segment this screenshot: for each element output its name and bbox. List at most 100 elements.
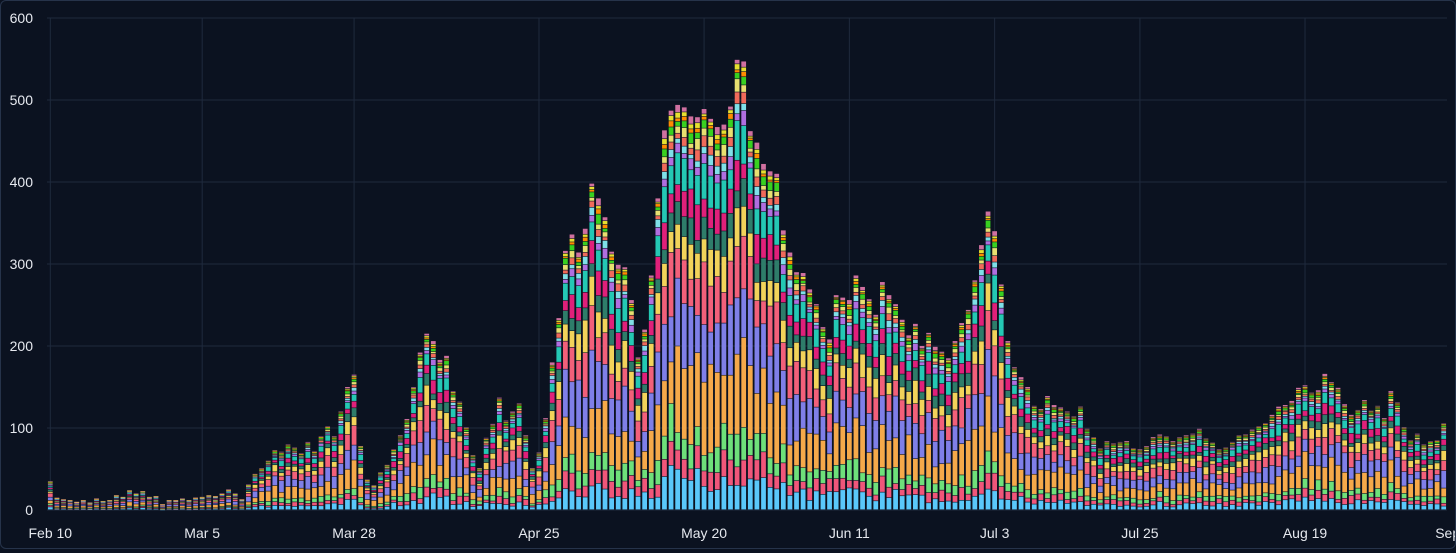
bar-segment: [1329, 386, 1334, 388]
bar-segment: [345, 490, 350, 494]
bar-segment: [1038, 422, 1043, 430]
bar: [134, 494, 139, 510]
bar-segment: [715, 490, 720, 509]
bar-segment: [715, 140, 720, 144]
bar-segment: [556, 347, 561, 362]
bar: [629, 300, 634, 509]
bar-segment: [946, 368, 951, 371]
bar-segment: [1025, 414, 1030, 422]
bar-segment: [768, 206, 773, 209]
bar-segment: [596, 244, 601, 250]
bar: [655, 198, 660, 509]
bar-segment: [596, 230, 601, 236]
bar-segment: [781, 235, 786, 237]
bar-segment: [1058, 412, 1063, 413]
bar-segment: [880, 355, 885, 376]
bar: [1270, 415, 1275, 510]
bar-segment: [642, 333, 647, 334]
bar-segment: [1230, 450, 1235, 456]
bar-segment: [979, 326, 984, 340]
bar-segment: [583, 271, 588, 292]
bar-segment: [1270, 442, 1275, 447]
bar-segment: [1045, 405, 1050, 407]
bar-segment: [880, 396, 885, 424]
bar-segment: [1303, 452, 1308, 478]
bar-segment: [603, 259, 608, 280]
bar-segment: [1091, 501, 1096, 504]
bar-segment: [946, 441, 951, 463]
bar-segment: [1270, 455, 1275, 465]
bar-segment: [497, 497, 502, 504]
bar-segment: [748, 456, 753, 479]
bar-segment: [755, 264, 760, 282]
bar-segment: [913, 336, 918, 339]
bar-segment: [1019, 382, 1024, 383]
bar-segment: [299, 459, 304, 463]
bar-segment: [1012, 378, 1017, 381]
bar-segment: [873, 330, 878, 334]
bar: [1395, 403, 1400, 510]
bar-segment: [583, 265, 588, 270]
bar-segment: [708, 122, 713, 125]
bar-segment: [1388, 393, 1393, 394]
bar-segment: [1342, 499, 1347, 505]
bar-segment: [662, 157, 667, 163]
bar-segment: [1204, 475, 1209, 480]
bar-segment: [761, 170, 766, 173]
bar-segment: [893, 396, 898, 437]
bar-segment: [649, 473, 654, 488]
bar-segment: [457, 409, 462, 411]
bar-segment: [1263, 450, 1268, 457]
bar-segment: [1204, 448, 1209, 450]
bar-segment: [378, 497, 383, 503]
bar-segment: [642, 356, 647, 373]
bar-segment: [1230, 490, 1235, 495]
bar-segment: [589, 277, 594, 306]
bar-segment: [556, 338, 561, 341]
bar-segment: [1190, 442, 1195, 443]
bar-segment: [589, 241, 594, 263]
bar-segment: [867, 319, 872, 323]
bar: [101, 501, 106, 510]
bar-segment: [167, 505, 172, 506]
bar-segment: [1217, 496, 1222, 498]
bar-segment: [622, 481, 627, 498]
bar: [1045, 396, 1050, 509]
bar-segment: [774, 302, 779, 343]
bar-segment: [583, 353, 588, 397]
bar-segment: [807, 310, 812, 313]
bar-segment: [622, 322, 627, 332]
bar-segment: [1276, 417, 1281, 420]
bar-segment: [385, 475, 390, 477]
bar-segment: [761, 238, 766, 257]
bar-segment: [735, 298, 740, 354]
bar-segment: [424, 338, 429, 339]
bar-segment: [418, 443, 423, 465]
bar-segment: [702, 199, 707, 216]
bar-segment: [325, 468, 330, 481]
bar-segment: [715, 277, 720, 323]
bar-segment: [966, 494, 971, 500]
bar-segment: [457, 402, 462, 403]
bar-segment: [325, 501, 330, 504]
bar-segment: [1230, 496, 1235, 500]
bar-segment: [127, 494, 132, 495]
bar-segment: [794, 362, 799, 395]
bar-segment: [405, 423, 410, 424]
bar-segment: [438, 371, 443, 373]
bar-segment: [847, 316, 852, 319]
bar-segment: [1375, 409, 1380, 410]
bar-segment: [629, 326, 634, 332]
bar-segment: [1085, 440, 1090, 445]
bar-segment: [761, 258, 766, 281]
bar-segment: [312, 459, 317, 463]
bar: [68, 500, 73, 509]
bar-segment: [471, 505, 476, 507]
bar-segment: [385, 478, 390, 479]
bar-segment: [801, 489, 806, 509]
bar-segment: [834, 299, 839, 300]
bar-segment: [134, 507, 139, 508]
bar-segment: [1303, 397, 1308, 398]
bar-segment: [1435, 475, 1440, 481]
bar-segment: [946, 427, 951, 440]
